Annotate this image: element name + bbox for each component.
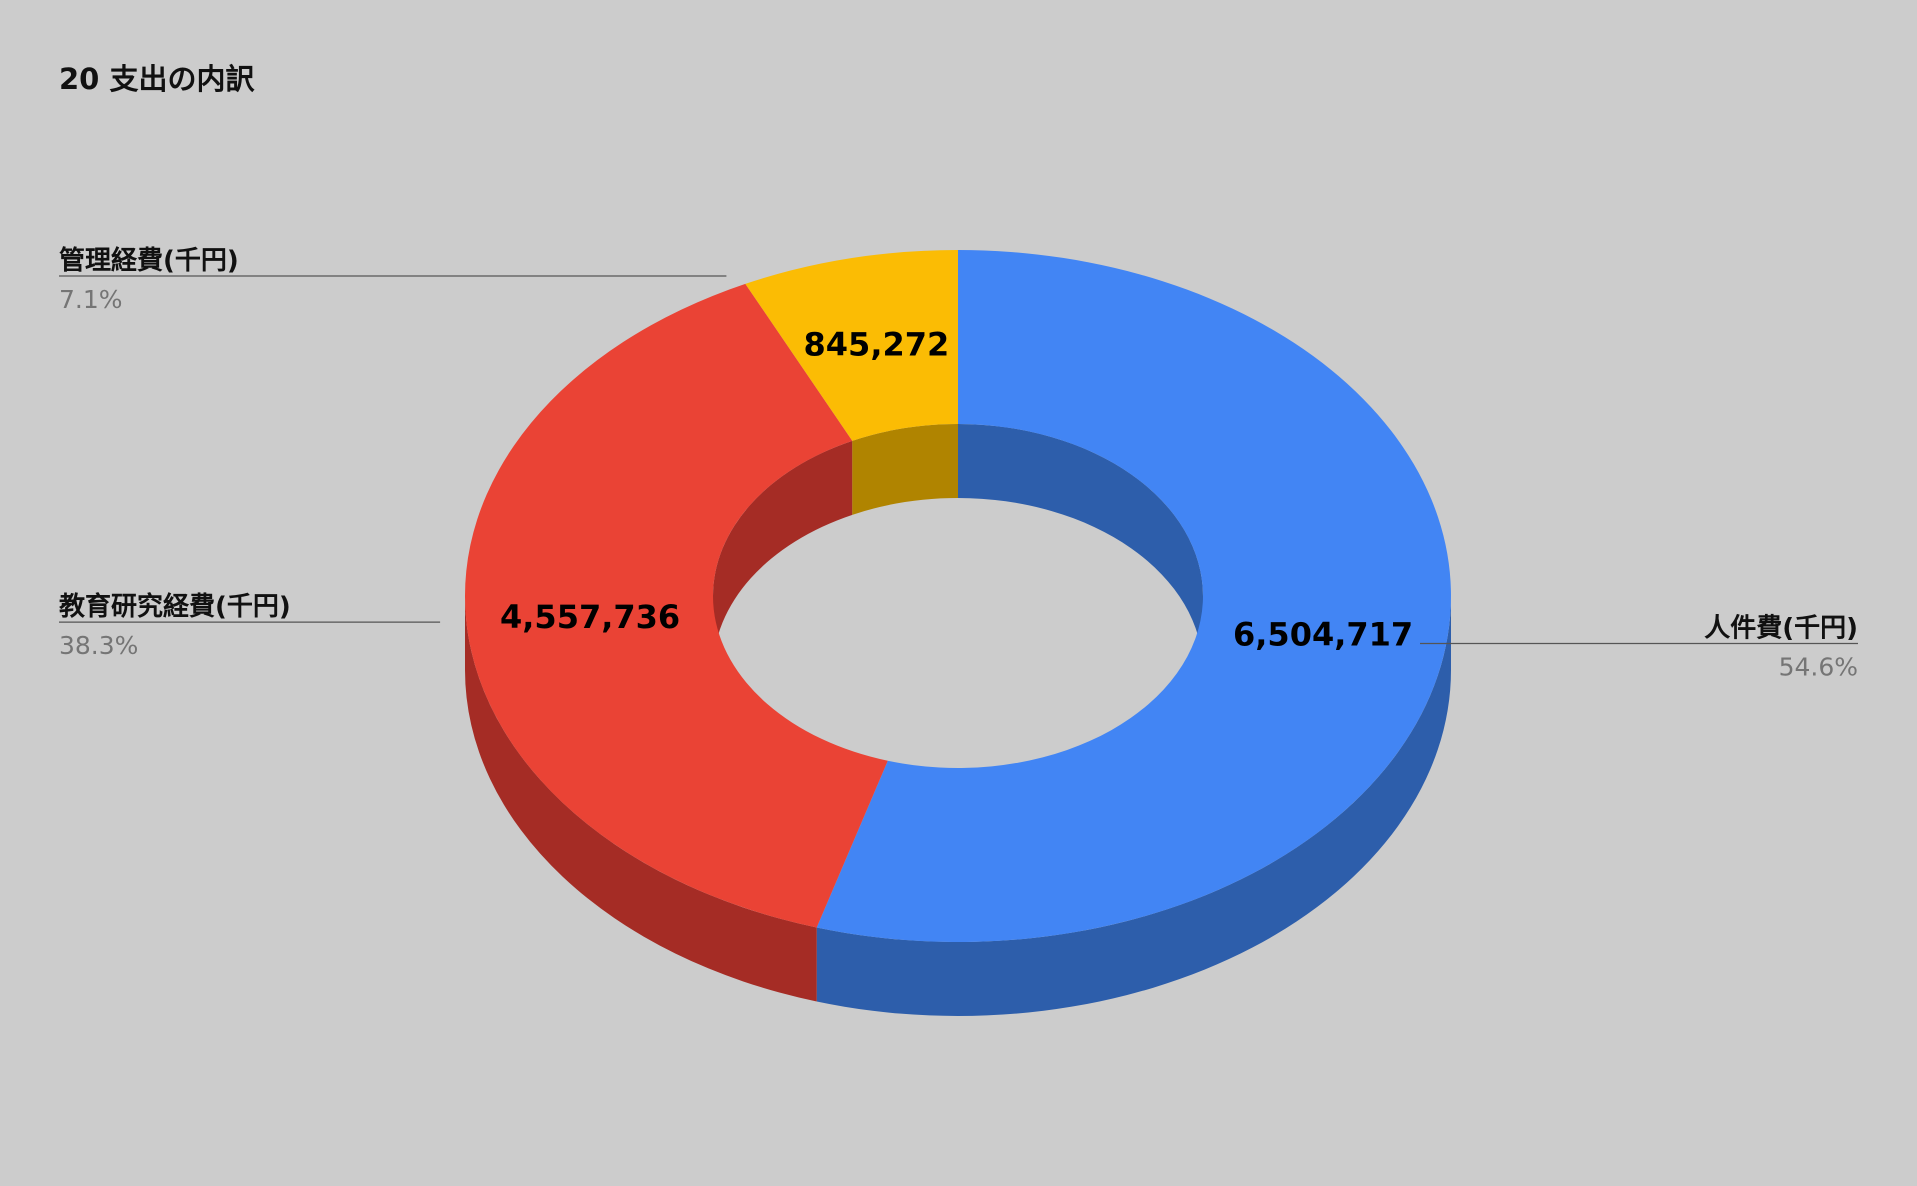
percent-label-0: 54.6% (1779, 653, 1858, 682)
category-label-0: 人件費(千円) (1704, 614, 1858, 644)
category-label-1: 教育研究経費(千円) (59, 591, 291, 622)
value-label-2: 845,272 (804, 325, 950, 363)
front-wall-1 (465, 596, 817, 1002)
donut-labels: 6,504,717 人件費(千円) 54.6% 4,557,736 教育研究経費(千円)… (59, 245, 1858, 682)
chart-title: 20 支出の内訳 (59, 62, 255, 96)
slice-0 (816, 250, 1451, 942)
value-label-0: 6,504,717 (1233, 616, 1413, 654)
donut-slices (464, 250, 1451, 942)
category-label-2: 管理経費(千円) (59, 245, 239, 276)
percent-label-1: 38.3% (59, 631, 138, 660)
hole-wall-0 (958, 424, 1203, 670)
value-label-1: 4,557,736 (500, 598, 680, 636)
slice-2 (745, 250, 958, 441)
hole-wall-1 (713, 440, 853, 670)
percent-label-2: 7.1% (59, 285, 123, 314)
hole-wall-2 (852, 424, 958, 515)
slice-1 (464, 283, 888, 928)
donut-sides (465, 424, 1451, 1017)
front-wall-0 (816, 596, 1451, 1017)
